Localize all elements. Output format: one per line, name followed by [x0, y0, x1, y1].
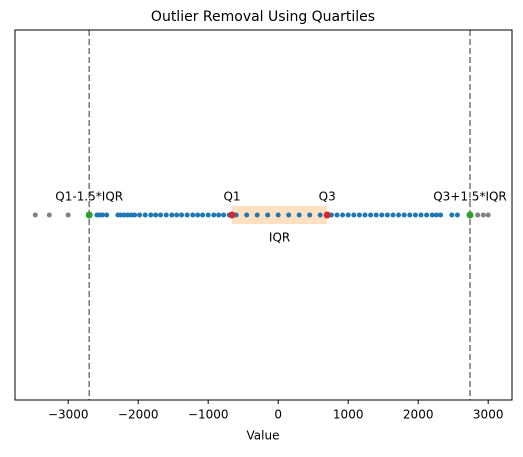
marker-point	[85, 211, 93, 219]
point	[351, 212, 357, 218]
point	[485, 212, 491, 218]
point	[433, 212, 439, 218]
point	[475, 212, 481, 218]
point	[163, 212, 169, 218]
point	[275, 212, 281, 218]
point	[142, 212, 148, 218]
point	[179, 212, 185, 218]
point	[169, 212, 175, 218]
point	[148, 212, 154, 218]
point	[195, 212, 201, 218]
point	[356, 212, 362, 218]
x-tick-label: −2000	[118, 408, 159, 422]
point	[46, 212, 52, 218]
point	[254, 212, 260, 218]
x-tick-label: −3000	[48, 408, 89, 422]
marker-point	[466, 211, 474, 219]
point	[454, 212, 460, 218]
point	[379, 212, 385, 218]
point	[362, 212, 368, 218]
marker-label: Q3	[319, 190, 336, 204]
point	[158, 212, 164, 218]
point	[244, 212, 250, 218]
point	[216, 212, 222, 218]
marker-label: Q1	[223, 190, 240, 204]
point	[184, 212, 190, 218]
point	[125, 212, 131, 218]
span-label: IQR	[269, 231, 290, 245]
point	[153, 212, 159, 218]
point	[100, 212, 105, 218]
point	[307, 212, 313, 218]
point	[390, 212, 396, 218]
point	[480, 212, 486, 218]
point	[174, 212, 180, 218]
plot-frame	[14, 29, 513, 401]
x-tick-label: 0	[274, 408, 282, 422]
x-tick-label: 1000	[333, 408, 364, 422]
point	[449, 212, 455, 218]
point	[429, 212, 435, 218]
point	[368, 212, 374, 218]
marker-label: Q1-1.5*IQR	[55, 190, 123, 204]
marker-point	[323, 211, 331, 219]
point	[345, 212, 351, 218]
point	[334, 212, 340, 218]
point	[412, 212, 418, 218]
point	[286, 212, 292, 218]
point	[211, 212, 217, 218]
point	[121, 212, 127, 218]
point	[407, 212, 413, 218]
point	[340, 212, 346, 218]
point	[137, 212, 143, 218]
point	[128, 212, 134, 218]
x-tick-label: −1000	[188, 408, 229, 422]
point	[396, 212, 402, 218]
point	[132, 212, 138, 218]
point	[296, 212, 302, 218]
point	[424, 212, 430, 218]
point	[438, 212, 444, 218]
point	[265, 212, 271, 218]
point	[384, 212, 390, 218]
point	[32, 212, 38, 218]
point	[65, 212, 71, 218]
point	[418, 212, 424, 218]
marker-label: Q3+1.5*IQR	[433, 190, 507, 204]
x-tick-label: 3000	[473, 408, 504, 422]
point	[221, 212, 227, 218]
chart-title: Outlier Removal Using Quartiles	[151, 9, 375, 25]
point	[205, 212, 211, 218]
x-axis-label: Value	[247, 429, 280, 443]
point	[401, 212, 407, 218]
point	[104, 212, 110, 218]
point	[317, 212, 323, 218]
point	[118, 212, 124, 218]
x-tick-label: 2000	[403, 408, 434, 422]
point	[200, 212, 206, 218]
point	[373, 212, 379, 218]
marker-point	[228, 211, 236, 219]
point	[190, 212, 196, 218]
